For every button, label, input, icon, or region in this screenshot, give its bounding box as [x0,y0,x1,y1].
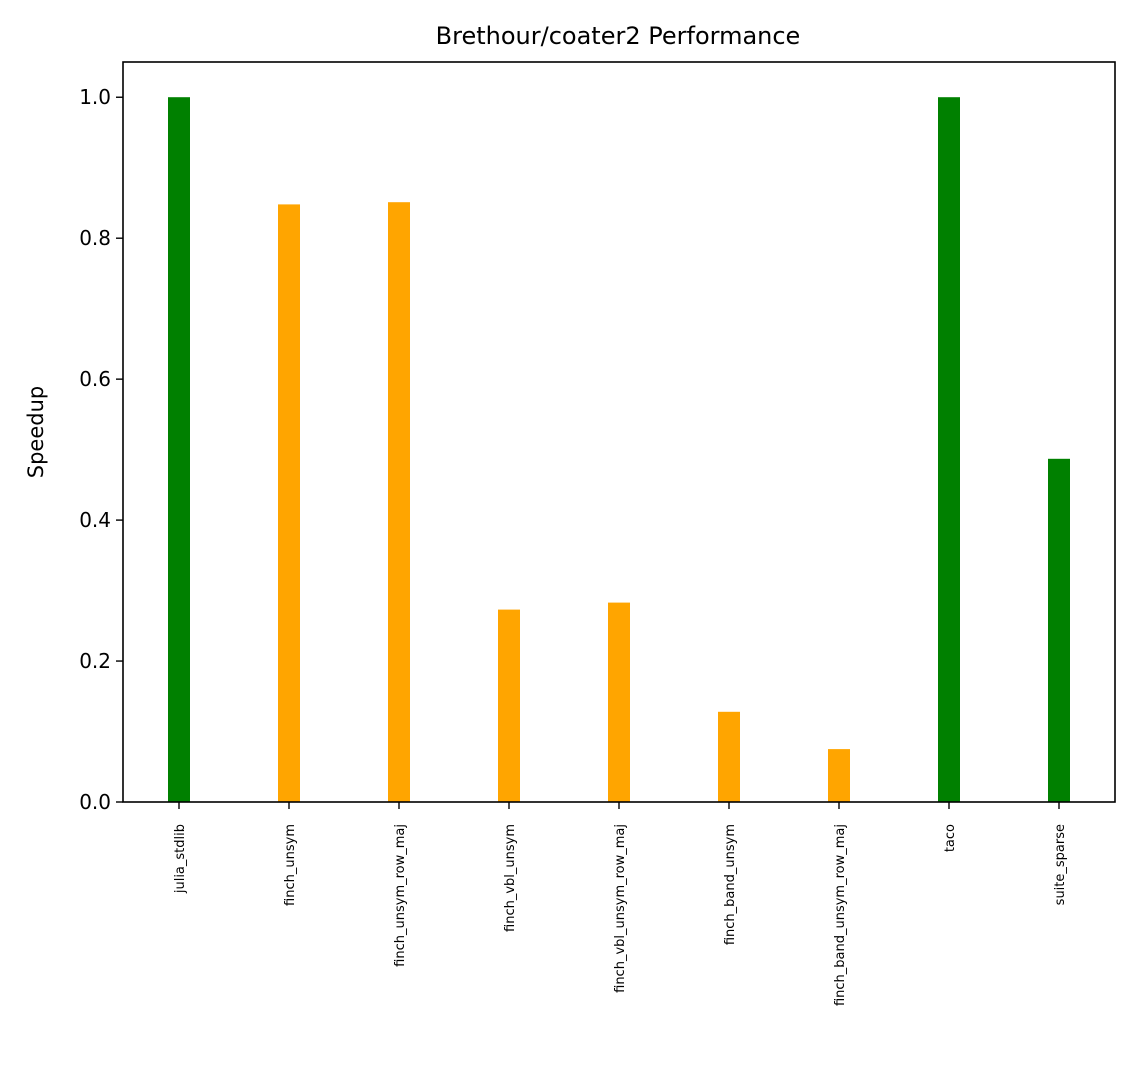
y-tick-label: 0.4 [79,508,111,532]
x-ticks-group: julia_stdlib finch_unsym finch_unsym_row_m… [173,802,1068,1006]
x-tick-label: finch_vbl_unsym [503,824,518,932]
y-tick-label: 1.0 [79,85,111,109]
bar-suite-sparse [1048,458,1070,802]
y-axis-label: Speedup [24,386,48,478]
y-ticks-group: 0.0 0.2 0.4 0.6 0.8 1.0 [79,85,123,814]
bar-finch-band-unsym [718,711,740,802]
x-tick-label: finch_band_unsym [723,824,738,945]
x-tick-label: taco [943,824,958,852]
bar-julia-stdlib [168,97,190,802]
bar-finch-vbl-unsym-row-maj [608,602,630,802]
bar-finch-band-unsym-row-maj [828,749,850,802]
x-tick-label: finch_unsym [283,824,298,906]
x-tick-label: finch_vbl_unsym_row_maj [613,824,628,993]
x-tick-label: finch_unsym_row_maj [393,824,408,967]
y-tick-label: 0.2 [79,649,111,673]
y-tick-label: 0.0 [79,790,111,814]
x-tick-label: suite_sparse [1053,824,1068,905]
plot-frame [122,61,1116,803]
bar-taco [938,97,960,802]
x-tick-label: finch_band_unsym_row_maj [833,824,848,1006]
bar-finch-unsym-row-maj [388,202,410,802]
chart-title: Brethour/coater2 Performance [436,22,801,50]
x-tick-label: julia_stdlib [173,824,188,894]
bar-finch-unsym [278,204,300,802]
bar-finch-vbl-unsym [498,609,520,802]
y-tick-label: 0.6 [79,367,111,391]
y-tick-label: 0.8 [79,226,111,250]
bars-group [168,97,1070,802]
